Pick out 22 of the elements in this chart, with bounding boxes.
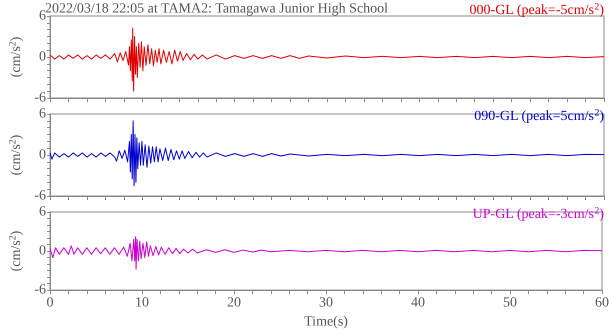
y-axis-title: (cm/s2) xyxy=(8,134,24,176)
y-tick-label: 6 xyxy=(39,106,46,122)
y-tick-label: -6 xyxy=(34,90,46,106)
x-tick-label: 50 xyxy=(503,296,518,311)
line-series xyxy=(50,236,602,270)
y-tick-label: 0 xyxy=(39,50,46,64)
y-axis-title: (cm/s2) xyxy=(8,36,24,78)
y-tick-label: 0 xyxy=(39,148,46,162)
y-tick-label: -6 xyxy=(34,188,46,204)
x-tick-label: 30 xyxy=(319,296,334,311)
y-tick-label: 0 xyxy=(39,244,46,259)
x-tick-label: 10 xyxy=(135,296,150,311)
y-axis-title: (cm/s2) xyxy=(8,230,24,272)
line-series xyxy=(50,28,604,92)
chart-title: 2022/03/18 22:05 at TAMA2: Tamagawa Junior High School xyxy=(45,2,388,16)
x-tick-label: 60 xyxy=(595,296,609,311)
x-tick-label: 20 xyxy=(227,296,242,311)
x-tick-label: 40 xyxy=(411,296,426,311)
y-tick-label: 6 xyxy=(39,8,46,24)
y-tick-label: 6 xyxy=(39,204,46,220)
x-axis-title: Time(s) xyxy=(304,314,348,330)
y-tick-label: -6 xyxy=(34,282,46,298)
